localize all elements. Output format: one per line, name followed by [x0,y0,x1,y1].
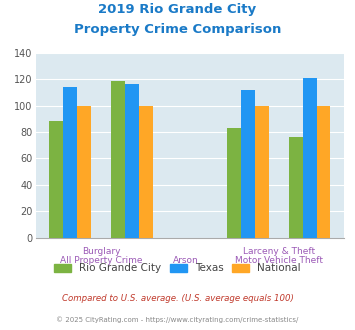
Bar [139,106,153,238]
Bar [77,106,91,238]
Text: Arson: Arson [173,256,199,265]
Text: Burglary: Burglary [82,247,120,256]
Bar [303,78,317,238]
Bar [49,121,63,238]
Text: Larceny & Theft: Larceny & Theft [243,247,315,256]
Legend: Rio Grande City, Texas, National: Rio Grande City, Texas, National [50,259,305,278]
Bar [317,106,331,238]
Bar [289,137,303,238]
Text: Compared to U.S. average. (U.S. average equals 100): Compared to U.S. average. (U.S. average … [61,294,294,303]
Bar [63,87,77,238]
Bar [125,84,139,238]
Text: 2019 Rio Grande City: 2019 Rio Grande City [98,3,257,16]
Text: Motor Vehicle Theft: Motor Vehicle Theft [235,256,323,265]
Bar [227,128,241,238]
Bar [111,81,125,238]
Text: All Property Crime: All Property Crime [60,256,142,265]
Bar [241,90,255,238]
Text: Property Crime Comparison: Property Crime Comparison [74,23,281,36]
Text: © 2025 CityRating.com - https://www.cityrating.com/crime-statistics/: © 2025 CityRating.com - https://www.city… [56,317,299,323]
Bar [255,106,269,238]
